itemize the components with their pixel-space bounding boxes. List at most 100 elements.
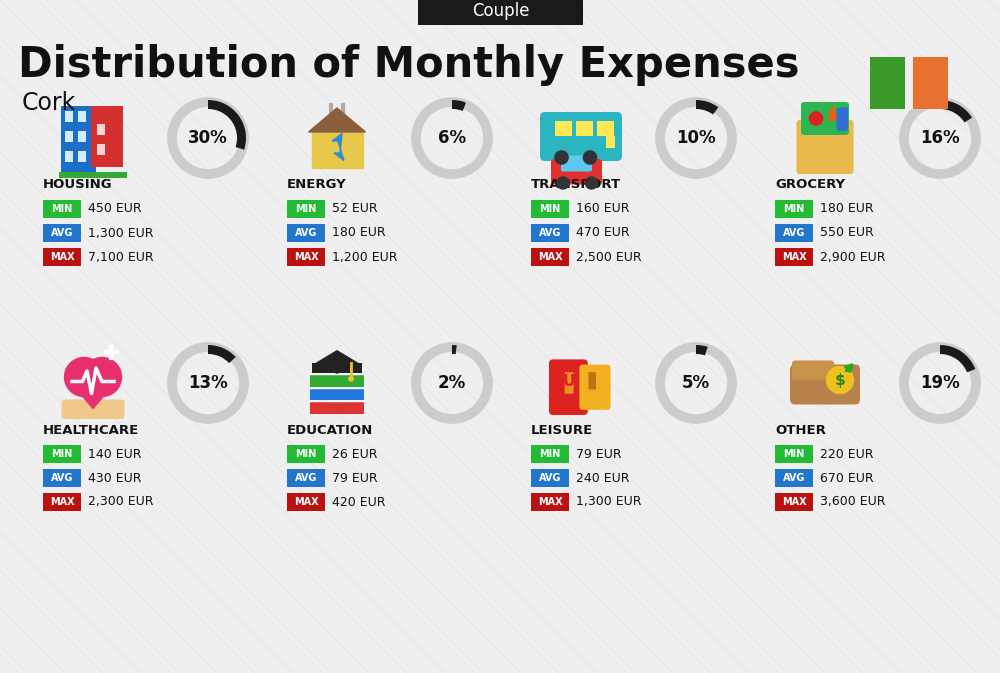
Text: MAX: MAX [782, 497, 806, 507]
FancyBboxPatch shape [606, 135, 615, 148]
Text: 16%: 16% [920, 129, 960, 147]
Text: 19%: 19% [920, 374, 960, 392]
Text: 2%: 2% [438, 374, 466, 392]
Text: Cork: Cork [22, 91, 76, 115]
Text: AVG: AVG [783, 473, 805, 483]
Text: 220 EUR: 220 EUR [820, 448, 874, 460]
FancyBboxPatch shape [62, 400, 124, 419]
FancyBboxPatch shape [310, 388, 364, 400]
FancyBboxPatch shape [91, 106, 123, 167]
Text: 430 EUR: 430 EUR [88, 472, 142, 485]
Text: ENERGY: ENERGY [287, 178, 347, 192]
Text: 10%: 10% [676, 129, 716, 147]
Text: MIN: MIN [539, 449, 561, 459]
FancyBboxPatch shape [59, 172, 127, 178]
Text: Couple: Couple [472, 2, 529, 20]
FancyBboxPatch shape [576, 120, 592, 136]
FancyBboxPatch shape [61, 106, 96, 176]
Text: MAX: MAX [294, 252, 318, 262]
Text: 2,900 EUR: 2,900 EUR [820, 250, 886, 264]
FancyBboxPatch shape [775, 493, 813, 511]
Text: 7,100 EUR: 7,100 EUR [88, 250, 154, 264]
Text: 450 EUR: 450 EUR [88, 203, 142, 215]
Text: 420 EUR: 420 EUR [332, 495, 386, 509]
FancyBboxPatch shape [579, 365, 611, 410]
Text: MIN: MIN [539, 204, 561, 214]
Text: 3,600 EUR: 3,600 EUR [820, 495, 886, 509]
Text: 550 EUR: 550 EUR [820, 227, 874, 240]
Wedge shape [940, 345, 975, 372]
Text: EDUCATION: EDUCATION [287, 423, 373, 437]
Text: 470 EUR: 470 EUR [576, 227, 630, 240]
FancyBboxPatch shape [78, 151, 86, 162]
Text: 140 EUR: 140 EUR [88, 448, 142, 460]
FancyBboxPatch shape [596, 120, 614, 136]
Text: AVG: AVG [51, 228, 73, 238]
FancyBboxPatch shape [792, 361, 834, 380]
Text: OTHER: OTHER [775, 423, 826, 437]
Polygon shape [332, 133, 344, 160]
Text: 670 EUR: 670 EUR [820, 472, 874, 485]
FancyBboxPatch shape [287, 224, 325, 242]
Text: MIN: MIN [295, 204, 317, 214]
Text: U: U [563, 374, 575, 389]
FancyBboxPatch shape [43, 445, 81, 463]
Text: AVG: AVG [295, 473, 317, 483]
Text: 1,300 EUR: 1,300 EUR [88, 227, 154, 240]
FancyBboxPatch shape [287, 469, 325, 487]
Wedge shape [208, 100, 246, 150]
FancyBboxPatch shape [775, 224, 813, 242]
Text: $: $ [835, 372, 845, 388]
FancyBboxPatch shape [531, 469, 569, 487]
Polygon shape [828, 105, 837, 120]
FancyBboxPatch shape [287, 200, 325, 218]
Wedge shape [696, 100, 718, 114]
Text: MAX: MAX [538, 252, 562, 262]
Text: 1,200 EUR: 1,200 EUR [332, 250, 398, 264]
FancyBboxPatch shape [870, 57, 905, 109]
Circle shape [826, 367, 854, 394]
Text: AVG: AVG [783, 228, 805, 238]
FancyBboxPatch shape [287, 248, 325, 266]
Text: 6%: 6% [438, 129, 466, 147]
FancyBboxPatch shape [531, 248, 569, 266]
FancyBboxPatch shape [775, 469, 813, 487]
FancyBboxPatch shape [287, 493, 325, 511]
Text: 30%: 30% [188, 129, 228, 147]
Text: MAX: MAX [782, 252, 806, 262]
Text: AVG: AVG [539, 473, 561, 483]
Text: HEALTHCARE: HEALTHCARE [43, 423, 139, 437]
FancyBboxPatch shape [565, 372, 574, 394]
Text: 180 EUR: 180 EUR [332, 227, 386, 240]
FancyBboxPatch shape [551, 159, 602, 184]
Text: TRANSPORT: TRANSPORT [531, 178, 621, 192]
FancyBboxPatch shape [531, 200, 569, 218]
FancyBboxPatch shape [65, 151, 73, 162]
FancyBboxPatch shape [790, 365, 860, 404]
FancyBboxPatch shape [775, 248, 813, 266]
FancyBboxPatch shape [905, 57, 913, 109]
Circle shape [809, 112, 823, 125]
FancyBboxPatch shape [287, 445, 325, 463]
Circle shape [583, 151, 597, 164]
Polygon shape [308, 108, 366, 132]
FancyBboxPatch shape [554, 120, 572, 136]
Polygon shape [316, 351, 358, 374]
FancyBboxPatch shape [65, 111, 73, 122]
Text: MAX: MAX [50, 497, 74, 507]
FancyBboxPatch shape [43, 493, 81, 511]
FancyBboxPatch shape [549, 359, 588, 415]
Text: 52 EUR: 52 EUR [332, 203, 378, 215]
FancyBboxPatch shape [43, 469, 81, 487]
Circle shape [64, 357, 104, 396]
Text: 79 EUR: 79 EUR [332, 472, 378, 485]
Text: 5%: 5% [682, 374, 710, 392]
FancyBboxPatch shape [312, 363, 362, 374]
Circle shape [555, 151, 568, 164]
Text: 2,300 EUR: 2,300 EUR [88, 495, 154, 509]
Text: Distribution of Monthly Expenses: Distribution of Monthly Expenses [18, 44, 800, 86]
FancyBboxPatch shape [836, 108, 848, 131]
Text: LEISURE: LEISURE [531, 423, 593, 437]
FancyBboxPatch shape [78, 131, 86, 142]
Text: 240 EUR: 240 EUR [576, 472, 630, 485]
